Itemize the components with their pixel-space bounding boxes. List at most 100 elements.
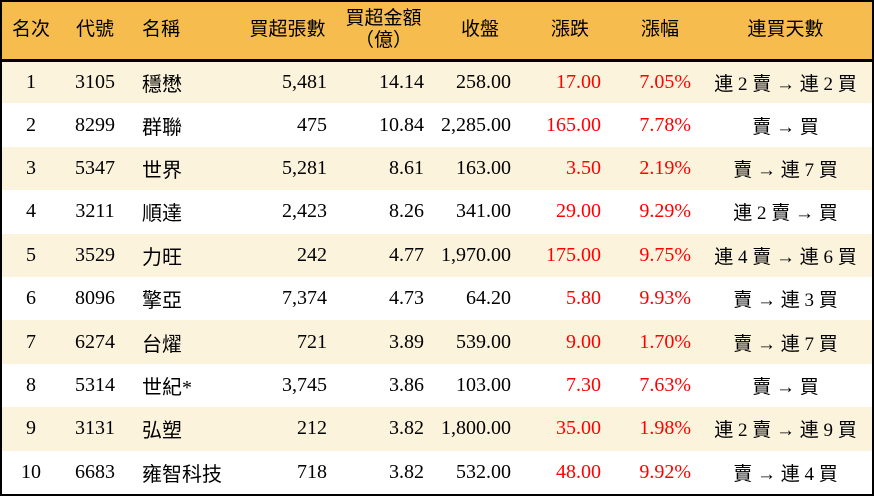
table-header: 名次 代號 名稱 買超張數 買超金額 （億） 收盤 漲跌 漲幅 連買天數 xyxy=(2,2,872,62)
cell-streak: 連 2 賣 → 買 xyxy=(733,203,838,225)
cell-change_pct: 2.19% xyxy=(639,156,691,179)
cell-name: 台燿 xyxy=(142,333,182,356)
cell-code: 6274 xyxy=(75,330,115,353)
cell-volume: 3,745 xyxy=(282,373,327,396)
cell-volume: 5,281 xyxy=(282,156,327,179)
cell-amount: 3.86 xyxy=(389,373,424,396)
col-header-amount: 買超金額 （億） xyxy=(335,2,432,62)
cell-change: 48.00 xyxy=(556,460,601,483)
table-row: 4 3211 順達 2,423 8.26 341.00 29.00 9.29% 連 2 賣 → … xyxy=(2,190,872,234)
col-header-code: 代號 xyxy=(60,2,130,62)
cell-rank: 4 xyxy=(26,200,36,223)
cell-change: 17.00 xyxy=(556,70,601,93)
cell-streak: 賣 → 連 7 買 xyxy=(733,333,838,355)
cell-change: 165.00 xyxy=(546,113,601,136)
cell-change_pct: 7.05% xyxy=(639,70,691,93)
cell-close: 103.00 xyxy=(456,373,511,396)
table-row: 7 6274 台燿 721 3.89 539.00 9.00 1.70% 賣 → 連 7 買 xyxy=(2,320,872,364)
cell-close: 1,800.00 xyxy=(441,417,511,440)
cell-volume: 475 xyxy=(297,113,327,136)
cell-name: 擎亞 xyxy=(142,290,182,313)
col-header-volume: 買超張數 xyxy=(240,2,335,62)
cell-amount: 3.82 xyxy=(389,417,424,440)
cell-rank: 8 xyxy=(26,373,36,396)
table-row: 1 3105 穩懋 5,481 14.14 258.00 17.00 7.05% 連 2 賣 →… xyxy=(2,60,872,104)
cell-streak: 賣 → 連 4 買 xyxy=(733,463,838,485)
cell-amount: 10.84 xyxy=(379,113,424,136)
table-row: 2 8299 群聯 475 10.84 2,285.00 165.00 7.78% 賣 → 買 xyxy=(2,103,872,147)
col-header-change: 漲跌 xyxy=(519,2,609,62)
cell-amount: 8.61 xyxy=(389,156,424,179)
col-header-amount-line1: 買超金額 xyxy=(345,8,422,30)
cell-change: 29.00 xyxy=(556,200,601,223)
cell-change: 5.80 xyxy=(566,287,601,310)
cell-change_pct: 1.70% xyxy=(639,330,691,353)
cell-close: 2,285.00 xyxy=(441,113,511,136)
cell-change_pct: 9.29% xyxy=(639,200,691,223)
cell-volume: 5,481 xyxy=(282,70,327,93)
cell-streak: 連 4 賣 → 連 6 買 xyxy=(714,246,857,268)
cell-rank: 7 xyxy=(26,330,36,353)
cell-close: 539.00 xyxy=(456,330,511,353)
cell-code: 3211 xyxy=(75,200,115,223)
table-row: 9 3131 弘塑 212 3.82 1,800.00 35.00 1.98% 連 2 賣 → … xyxy=(2,407,872,451)
cell-streak: 賣 → 買 xyxy=(752,376,819,398)
cell-streak: 連 2 賣 → 連 2 買 xyxy=(714,73,857,95)
table-row: 10 6683 雍智科技 718 3.82 532.00 48.00 9.92% 賣 → 連 4… xyxy=(2,450,872,494)
header-row: 名次 代號 名稱 買超張數 買超金額 （億） 收盤 漲跌 漲幅 連買天數 xyxy=(2,2,872,62)
cell-change_pct: 9.75% xyxy=(639,243,691,266)
cell-name: 力旺 xyxy=(142,246,182,269)
cell-code: 3529 xyxy=(75,243,115,266)
cell-streak: 賣 → 連 7 買 xyxy=(733,159,838,181)
cell-change_pct: 9.92% xyxy=(639,460,691,483)
cell-code: 5347 xyxy=(75,156,115,179)
table-row: 6 8096 擎亞 7,374 4.73 64.20 5.80 9.93% 賣 → 連 3 買 xyxy=(2,276,872,321)
table-body: 1 3 10 5 穩懋 5,481 14.14 258.00 17.00 7.05% 連 2 賣 →… xyxy=(2,60,872,494)
cell-change_pct: 7.63% xyxy=(639,373,691,396)
cell-volume: 242 xyxy=(297,243,327,266)
table-row: 5 3529 力旺 242 4.77 1,970.00 175.00 9.75% 連 4 賣 →… xyxy=(2,233,872,277)
cell-streak: 連 2 賣 → 連 9 買 xyxy=(714,420,857,442)
cell-rank: 1 xyxy=(26,70,36,93)
cell-rank: 5 xyxy=(26,243,36,266)
cell-rank: 6 xyxy=(26,287,36,310)
cell-rank: 2 xyxy=(26,113,36,136)
cell-code: 8096 xyxy=(75,287,115,310)
col-header-streak: 連買天數 xyxy=(699,2,872,62)
cell-code: 6683 xyxy=(75,460,115,483)
cell-change: 9.00 xyxy=(566,330,601,353)
cell-name: 穩懋 xyxy=(142,73,182,96)
cell-rank: 3 xyxy=(26,156,36,179)
cell-change: 175.00 xyxy=(546,243,601,266)
cell-name: 順達 xyxy=(142,203,182,226)
col-header-close: 收盤 xyxy=(432,2,519,62)
cell-name: 群聯 xyxy=(142,116,182,139)
cell-name: 弘塑 xyxy=(142,420,182,443)
cell-change: 3.50 xyxy=(566,156,601,179)
cell-close: 532.00 xyxy=(456,460,511,483)
cell-name: 世界 xyxy=(142,159,182,182)
col-header-rank: 名次 xyxy=(2,2,60,62)
col-header-name: 名稱 xyxy=(130,2,240,62)
col-header-change-pct: 漲幅 xyxy=(609,2,699,62)
cell-code: 8299 xyxy=(75,113,115,136)
cell-change_pct: 9.93% xyxy=(639,287,691,310)
cell-volume: 212 xyxy=(297,417,327,440)
cell-name: 世紀* xyxy=(142,376,192,399)
table-row: 3 5347 世界 5,281 8.61 163.00 3.50 2.19% 賣 → 連 7 買 xyxy=(2,146,872,191)
col-header-amount-line2: （億） xyxy=(354,30,412,52)
cell-streak: 賣 → 連 3 買 xyxy=(733,290,838,312)
cell-close: 163.00 xyxy=(456,156,511,179)
cell-amount: 4.77 xyxy=(389,243,424,266)
cell-amount: 14.14 xyxy=(379,70,424,93)
cell-close: 64.20 xyxy=(466,287,511,310)
cell-amount: 8.26 xyxy=(389,200,424,223)
cell-close: 258.00 xyxy=(456,70,511,93)
table-row: 8 5314 世紀* 3,745 3.86 103.00 7.30 7.63% 賣 → 買 xyxy=(2,363,872,408)
cell-rank: 10 xyxy=(21,460,41,483)
cell-streak: 賣 → 買 xyxy=(752,116,819,138)
cell-name: 雍智科技 xyxy=(142,463,222,486)
cell-volume: 721 xyxy=(297,330,327,353)
